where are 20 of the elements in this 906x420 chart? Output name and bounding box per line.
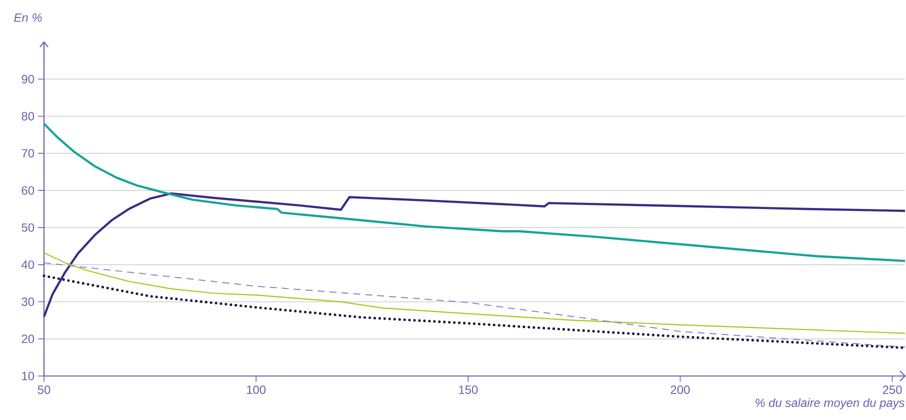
- y-tick-label: 40: [21, 260, 34, 269]
- x-tick-label: 50: [38, 386, 50, 394]
- x-tick-label: 200: [670, 386, 690, 394]
- y-tick-label: 20: [22, 334, 34, 344]
- y-tick-label: 90: [22, 74, 34, 84]
- y-tick-label: 50: [22, 223, 34, 232]
- y-tick-label: 30: [22, 298, 34, 306]
- line-series: [42, 274, 906, 350]
- y-tick-label: 10: [22, 372, 34, 380]
- x-axis-title: % du salaire moyen du pays: [755, 398, 905, 410]
- line-series: [44, 262, 906, 348]
- y-tick-label: 60: [22, 186, 34, 195]
- x-tick-label: 150: [459, 386, 478, 394]
- x-tick-label: 250: [882, 386, 902, 394]
- line-series: [43, 252, 906, 334]
- y-axis-title: En %: [14, 13, 42, 22]
- line-series: [42, 122, 906, 262]
- x-tick-label: 100: [247, 386, 266, 394]
- y-tick-label: 80: [22, 112, 34, 120]
- y-tick-label: 70: [22, 149, 34, 158]
